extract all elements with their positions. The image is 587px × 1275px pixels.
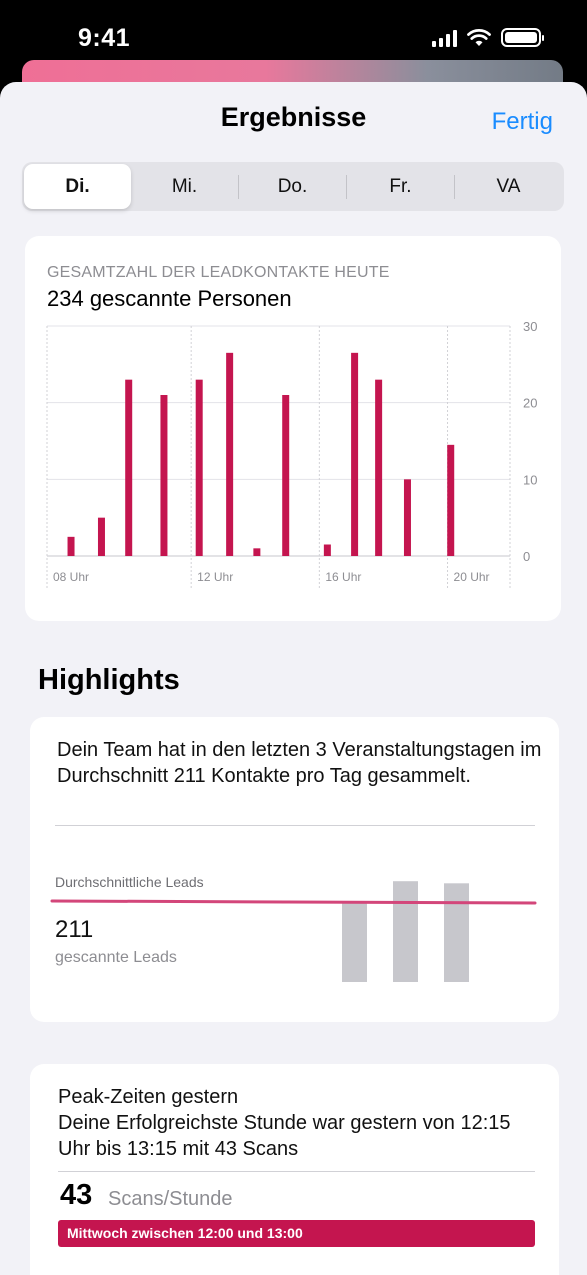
average-mini-bar [444, 883, 469, 982]
segment-divider [454, 174, 455, 199]
peak-times-card: Peak-Zeiten gestern Deine Erfolgreichste… [30, 1064, 559, 1275]
average-mini-bar [342, 902, 367, 982]
x-tick-label: 16 Uhr [325, 570, 361, 584]
chart-bar [226, 352, 234, 556]
chart-bar [447, 444, 455, 556]
average-leads-label: Durchschnittliche Leads [55, 874, 204, 890]
page-title: Ergebnisse [220, 102, 367, 132]
team-average-text: Dein Team hat in den letzten 3 Veranstal… [57, 739, 542, 787]
y-tick-label: 10 [523, 472, 537, 487]
x-tick-label: 08 Uhr [53, 570, 89, 584]
tab-mi[interactable]: Mi. [171, 175, 198, 197]
average-leads-mini-chart [50, 881, 537, 982]
peak-times-description: Deine Erfolgreichste Stunde war gestern … [58, 1112, 511, 1160]
average-mini-bar [393, 881, 418, 982]
status-bar: 9:41 [0, 0, 587, 62]
chart-bar [195, 379, 203, 556]
tab-do[interactable]: Do. [277, 175, 308, 197]
highlights-heading: Highlights [38, 664, 180, 696]
peak-times-title: Peak-Zeiten gestern [58, 1086, 239, 1108]
divider [55, 825, 535, 826]
average-line [50, 899, 537, 905]
peak-scans-unit: Scans/Stunde [108, 1188, 233, 1210]
divider [58, 1171, 535, 1172]
chart-bar [67, 536, 75, 556]
chart-bar [125, 379, 133, 556]
average-leads-unit: gescannte Leads [55, 949, 177, 966]
peak-times-text: Peak-Zeiten gestern Deine Erfolgreichste… [58, 1084, 538, 1162]
status-icons [432, 28, 544, 47]
chart-bar [160, 395, 168, 556]
x-tick-label: 12 Uhr [197, 570, 233, 584]
leads-bar-chart: 0 10 20 30 08 Uhr 12 Uhr 16 Uhr 20 Uhr [46, 319, 537, 588]
leads-chart-card: GESAMTZAHL DER LEADKONTAKTE HEUTE 234 ge… [25, 236, 561, 621]
x-tick-label: 20 Uhr [454, 570, 490, 584]
done-button[interactable]: Fertig [491, 108, 553, 135]
battery-icon [501, 28, 544, 47]
chart-bar [351, 352, 359, 556]
chart-bar [403, 479, 411, 556]
chart-headline: 234 gescannte Personen [47, 286, 292, 311]
peak-scans-value: 43 [60, 1179, 93, 1211]
chart-bar [323, 544, 331, 556]
chart-bar [97, 517, 105, 556]
average-leads-value: 211 [55, 916, 94, 943]
day-segmented-control: Di. Mi. Do. Fr. VA [22, 162, 564, 211]
peak-time-banner: Mittwoch zwischen 12:00 und 13:00 [58, 1220, 535, 1247]
y-tick-label: 30 [523, 319, 537, 334]
y-tick-label: 0 [523, 549, 530, 564]
segment-divider [238, 174, 239, 199]
tab-va[interactable]: VA [496, 175, 521, 197]
chart-bar [253, 548, 261, 556]
segment-divider [346, 174, 347, 199]
chart-bar [375, 379, 383, 556]
y-tick-label: 20 [523, 396, 537, 411]
status-time: 9:41 [78, 24, 131, 52]
chart-bar [282, 395, 290, 556]
cellular-signal-icon [432, 29, 457, 47]
wifi-icon [467, 28, 491, 46]
average-leads-card: Dein Team hat in den letzten 3 Veranstal… [30, 717, 559, 1022]
chart-caption: GESAMTZAHL DER LEADKONTAKTE HEUTE [47, 264, 390, 281]
results-sheet: Ergebnisse Fertig Di. Mi. Do. Fr. VA GES… [0, 82, 587, 1275]
tab-fr[interactable]: Fr. [389, 175, 412, 197]
tab-di[interactable]: Di. [24, 164, 131, 209]
